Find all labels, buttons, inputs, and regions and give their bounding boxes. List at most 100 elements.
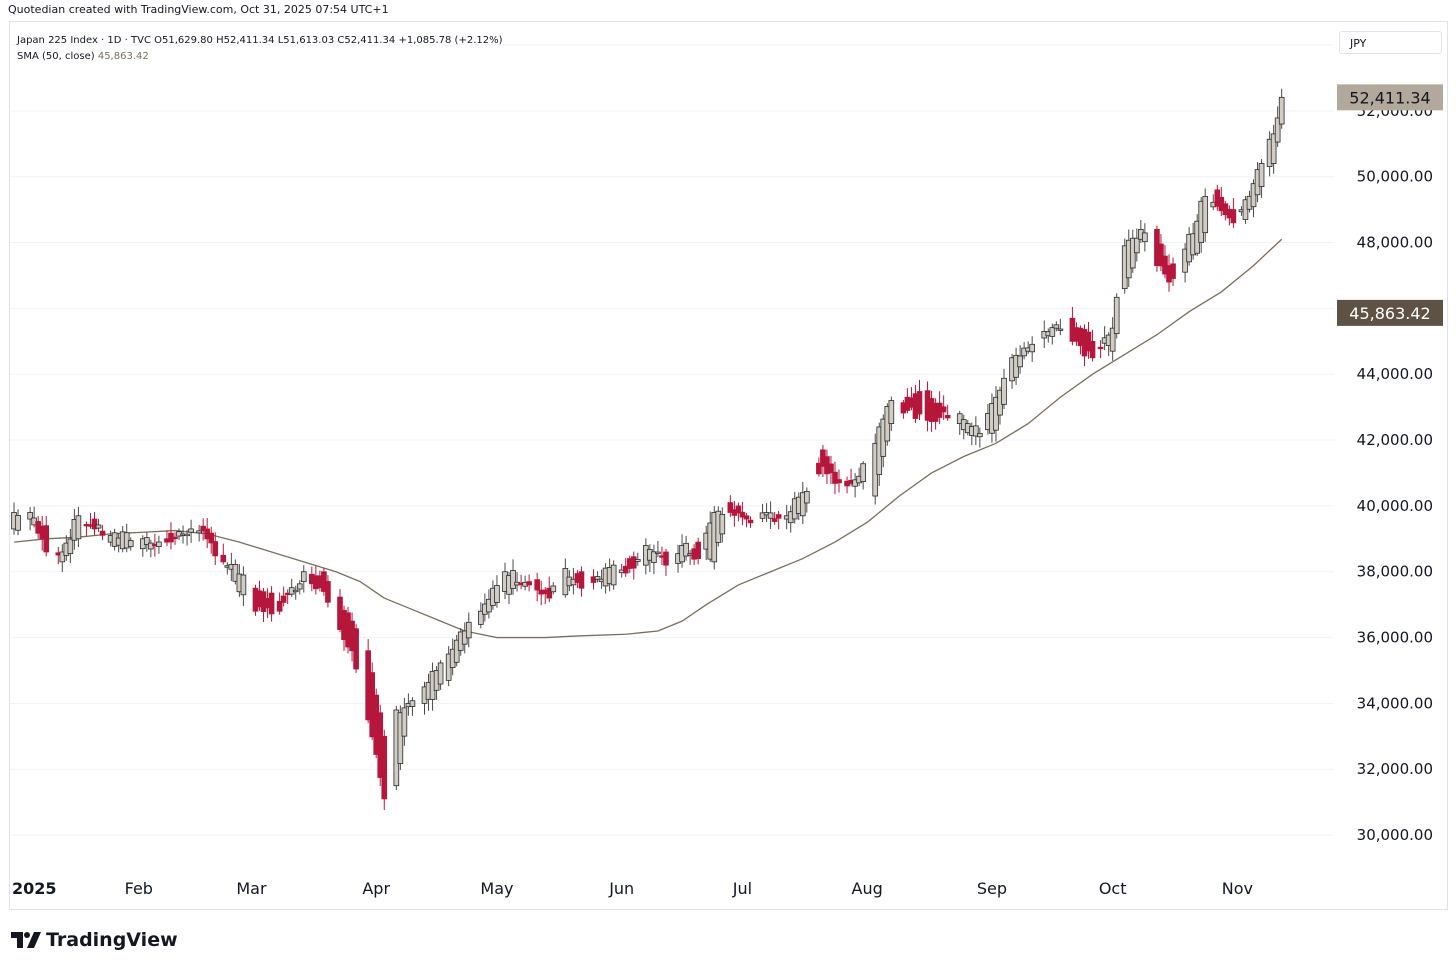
tradingview-brand-name: TradingView [46, 929, 178, 951]
candle-body [296, 583, 303, 590]
candle-body [381, 735, 388, 800]
candle-body [1170, 263, 1176, 279]
y-tick-label: 44,000.00 [1357, 365, 1433, 383]
candle-body [1274, 117, 1281, 143]
legend-symbol: Japan 225 Index · 1D · TVC [17, 35, 151, 46]
candle-body [546, 587, 553, 599]
candle-body [836, 479, 842, 484]
candle-body [1001, 377, 1007, 405]
candle-body [144, 537, 150, 545]
y-tick-label: 36,000.00 [1357, 629, 1433, 647]
candle-body [622, 565, 629, 574]
chart-header-credit: Quotedian created with TradingView.com, … [8, 3, 389, 16]
candle-body [1158, 243, 1164, 267]
candle-body [743, 515, 750, 520]
y-tick-label: 38,000.00 [1357, 563, 1433, 581]
candle-body [888, 400, 895, 425]
candle-body [655, 551, 661, 554]
candle-body [1250, 183, 1257, 208]
candle-body [437, 662, 444, 685]
x-tick-label: 2025 [12, 879, 57, 898]
x-tick-label: Oct [1099, 879, 1127, 898]
candle-body [1142, 232, 1148, 243]
chart-frame[interactable] [9, 21, 1448, 910]
candle-body [156, 541, 162, 547]
candle-body [397, 712, 404, 764]
legend-close-label: C [337, 35, 345, 46]
y-tick-label: 30,000.00 [1357, 826, 1433, 844]
candle-body [832, 471, 838, 484]
candle-body [300, 571, 307, 583]
candle-body [747, 519, 754, 524]
y-tick-label: 42,000.00 [1357, 431, 1433, 449]
legend-low: 51,613.03 [283, 35, 335, 46]
candle-body [828, 463, 834, 474]
x-tick-label: Feb [125, 879, 153, 898]
candle-body [719, 513, 726, 535]
candle-body [775, 514, 782, 519]
candle-body [695, 541, 701, 559]
x-tick-label: Jul [732, 879, 752, 898]
candle-body [1097, 346, 1104, 350]
candle-body [956, 413, 963, 425]
candle-body [916, 391, 923, 415]
candle-body [1162, 255, 1168, 275]
candle-body [944, 414, 951, 419]
candle-body [67, 538, 74, 554]
grid-lines [10, 44, 1334, 836]
candle-body [578, 571, 585, 589]
candle-body [280, 595, 287, 603]
y-tick-label: 48,000.00 [1357, 234, 1433, 252]
candle-body [973, 425, 979, 437]
candle-body [208, 532, 215, 544]
candle-body [232, 564, 239, 582]
price-badge-label: 52,411.34 [1349, 88, 1430, 107]
x-tick-label: Sep [977, 879, 1007, 898]
currency-selector[interactable]: JPY [1339, 31, 1442, 54]
candle-body [1057, 328, 1064, 331]
x-tick-label: Nov [1222, 879, 1253, 898]
legend-low-label: L [277, 35, 284, 46]
candle-body [43, 525, 50, 553]
tradingview-logo-icon [11, 932, 41, 948]
candle-body [534, 579, 540, 591]
price-badges: 52,411.34 45,863.42 [1337, 84, 1443, 326]
candle-body [804, 491, 810, 504]
legend-close: 52,411.34 [344, 35, 396, 46]
candle-body [212, 541, 219, 557]
candle-body [127, 540, 134, 547]
candle-body [172, 536, 178, 540]
y-axis: 30,000.00 32,000.00 34,000.00 36,000.00 38,0… [1357, 36, 1433, 844]
candle-body [550, 585, 557, 593]
x-tick-label: Jun [608, 879, 634, 898]
sma-50-line [13, 238, 1283, 639]
candle-body [292, 589, 299, 593]
candle-body [27, 512, 33, 520]
candle-body [353, 628, 359, 670]
candle-body [816, 462, 822, 475]
candle-body [1278, 96, 1285, 125]
candle-body [977, 433, 983, 438]
candle-body [735, 505, 742, 514]
candle-body [1202, 196, 1209, 234]
candle-body [1270, 133, 1277, 164]
candle-body [196, 530, 202, 534]
tradingview-logo[interactable]: TradingView [11, 929, 178, 951]
candles [11, 88, 1285, 810]
legend-ohlc: Japan 225 Index · 1D · TVC O51,629.80 H5… [17, 34, 503, 47]
candle-body [1053, 324, 1060, 329]
y-tick-label: 32,000.00 [1357, 760, 1433, 778]
candle-body [610, 564, 617, 586]
candle-body [184, 533, 190, 537]
candle-body [1089, 340, 1096, 359]
y-tick-label: 40,000.00 [1357, 497, 1433, 515]
candle-body [240, 574, 247, 596]
candle-body [727, 502, 734, 513]
candle-body [401, 707, 408, 737]
x-tick-label: Mar [236, 879, 267, 898]
candle-body [630, 556, 637, 569]
y-tick-label: 50,000.00 [1357, 168, 1433, 186]
candle-body [767, 512, 774, 519]
x-tick-label: May [480, 879, 513, 898]
